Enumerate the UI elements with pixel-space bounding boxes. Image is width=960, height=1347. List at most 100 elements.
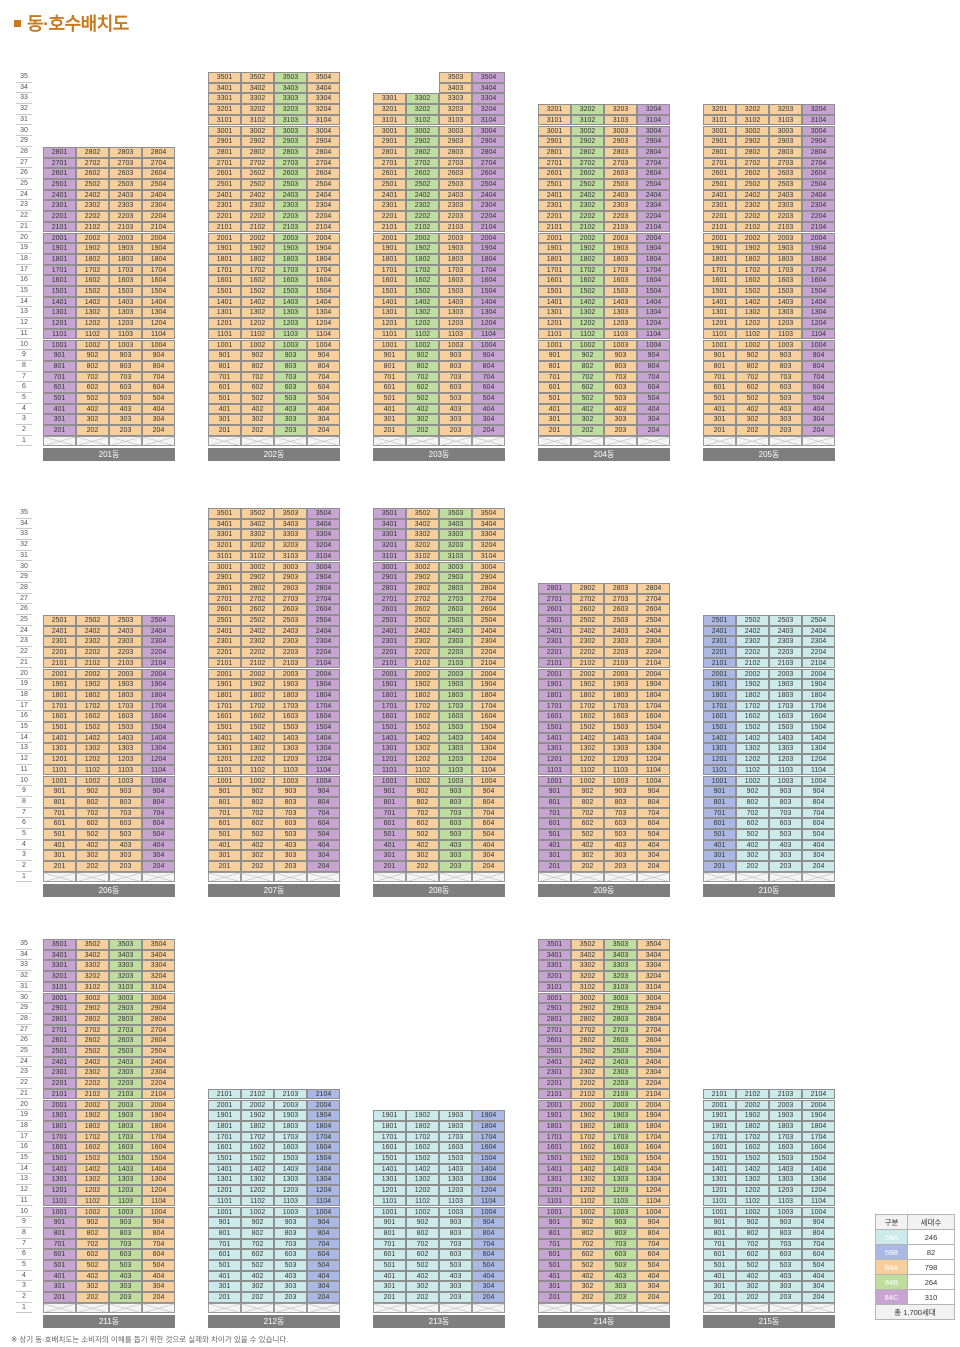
unit-cell: 2504 xyxy=(802,615,835,626)
unit-cell: 204 xyxy=(472,425,505,436)
unit-cell: 303 xyxy=(439,414,472,426)
unit-cell: 1902 xyxy=(736,679,769,690)
unit-cell: 703 xyxy=(439,1238,472,1250)
unit-cell: 2601 xyxy=(43,168,76,179)
unit-cell: 3501 xyxy=(538,939,571,950)
unit-cell: 1701 xyxy=(703,1131,736,1143)
unit-cell: 2104 xyxy=(637,1088,670,1100)
unit-cell: 603 xyxy=(439,818,472,829)
unit-cell: 1701 xyxy=(43,700,76,712)
floor-label: 3 xyxy=(16,1281,32,1293)
unit-cell: 701 xyxy=(538,371,571,383)
unit-cell: 301 xyxy=(208,850,241,862)
unit-cell: 1804 xyxy=(802,689,835,701)
unit-cell: 201 xyxy=(703,861,736,872)
unit-cell: 1601 xyxy=(703,275,736,286)
unit-cell: 502 xyxy=(571,1260,604,1271)
unit-cell: 403 xyxy=(274,839,307,851)
unit-cell: 1704 xyxy=(637,1131,670,1143)
unit-cell: 3102 xyxy=(76,981,109,993)
legend-row: 59A 246 xyxy=(874,1229,955,1245)
unit-cell: 2203 xyxy=(604,211,637,222)
unit-cell: 802 xyxy=(736,360,769,372)
unit-cell: 1304 xyxy=(307,307,340,319)
unit-cell: 1702 xyxy=(406,264,439,276)
unit-cell: 2702 xyxy=(571,157,604,169)
unit-cell: 1103 xyxy=(769,764,802,776)
unit-cell: 1802 xyxy=(241,1120,274,1132)
unit-cell: 804 xyxy=(802,796,835,808)
unit-cell: 302 xyxy=(76,850,109,862)
unit-cell: 2303 xyxy=(604,1067,637,1079)
unit-cell: 2104 xyxy=(802,221,835,233)
unit-cell: 3202 xyxy=(406,104,439,115)
unit-cell: 1903 xyxy=(769,679,802,690)
unit-cell: 2104 xyxy=(637,221,670,233)
unit-cell: 203 xyxy=(439,1292,472,1303)
unit-cell: 1004 xyxy=(637,775,670,787)
unit-cell: 1102 xyxy=(241,328,274,340)
unit-cell: 3301 xyxy=(43,960,76,972)
unit-cell: 502 xyxy=(406,829,439,840)
floor-label: 13 xyxy=(16,743,32,755)
piloti-cell xyxy=(142,435,175,447)
unit-cell: 1503 xyxy=(769,286,802,297)
unit-cell: 602 xyxy=(406,1249,439,1260)
unit-cell: 204 xyxy=(802,1292,835,1303)
unit-cell: 1704 xyxy=(637,700,670,712)
unit-cell: 2701 xyxy=(43,1024,76,1036)
unit-cell: 3001 xyxy=(373,125,406,137)
unit-cell: 1304 xyxy=(802,743,835,755)
unit-cell: 1804 xyxy=(142,1120,175,1132)
unit-cell: 2204 xyxy=(637,211,670,222)
unit-cell: 2102 xyxy=(571,657,604,669)
unit-cell: 501 xyxy=(703,1260,736,1271)
unit-cell: 1304 xyxy=(142,1174,175,1186)
unit-cell: 701 xyxy=(538,1238,571,1250)
unit-cell: 3201 xyxy=(43,971,76,982)
unit-cell: 1201 xyxy=(538,754,571,765)
unit-cell: 801 xyxy=(703,796,736,808)
unit-cell: 2003 xyxy=(604,1099,637,1111)
unit-cell: 3004 xyxy=(307,561,340,573)
unit-cell: 1801 xyxy=(538,689,571,701)
unit-cell: 3504 xyxy=(637,939,670,950)
unit-cell: 2102 xyxy=(241,657,274,669)
unit-cell: 3501 xyxy=(43,939,76,950)
unit-cell: 1103 xyxy=(274,328,307,340)
unit-cell: 2004 xyxy=(307,668,340,680)
unit-cell: 2804 xyxy=(802,146,835,158)
unit-cell: 903 xyxy=(109,786,142,797)
unit-cell: 2602 xyxy=(76,1035,109,1046)
unit-cell: 504 xyxy=(637,1260,670,1271)
unit-cell: 302 xyxy=(736,1281,769,1293)
unit-cell: 1604 xyxy=(802,275,835,286)
unit-cell: 203 xyxy=(274,425,307,436)
unit-cell: 1701 xyxy=(43,1131,76,1143)
unit-cell: 2803 xyxy=(439,582,472,594)
unit-cell: 2802 xyxy=(241,146,274,158)
unit-cell: 2402 xyxy=(406,625,439,637)
unit-cell: 1402 xyxy=(241,296,274,308)
unit-cell: 902 xyxy=(736,1217,769,1228)
unit-cell: 1203 xyxy=(274,1185,307,1196)
unit-cell: 2401 xyxy=(43,1056,76,1068)
unit-cell: 1902 xyxy=(76,243,109,254)
unit-cell: 1803 xyxy=(274,689,307,701)
unit-cell: 2602 xyxy=(571,1035,604,1046)
floor-label: 19 xyxy=(16,679,32,690)
unit-cell: 3204 xyxy=(142,971,175,982)
unit-cell: 1001 xyxy=(373,339,406,351)
unit-cell: 404 xyxy=(637,1270,670,1282)
unit-cell: 1001 xyxy=(703,339,736,351)
unit-cell: 1601 xyxy=(43,711,76,722)
unit-cell: 2501 xyxy=(538,1046,571,1057)
unit-cell: 3003 xyxy=(439,561,472,573)
unit-cell: 602 xyxy=(571,382,604,393)
unit-cell: 1903 xyxy=(604,679,637,690)
unit-cell: 2302 xyxy=(571,200,604,212)
unit-cell: 703 xyxy=(769,1238,802,1250)
unit-cell: 1604 xyxy=(472,1142,505,1153)
unit-cell: 2504 xyxy=(472,179,505,190)
building-name: 215동 xyxy=(703,1314,835,1328)
